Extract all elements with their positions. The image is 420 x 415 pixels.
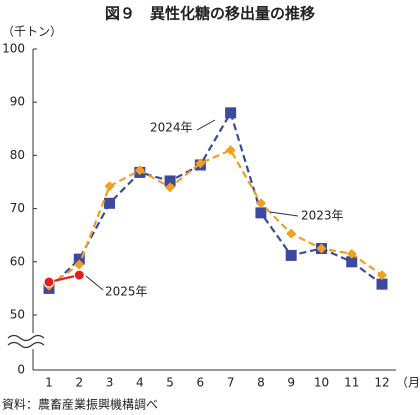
x-tick-label: 4	[136, 376, 144, 390]
marker	[104, 181, 115, 192]
x-axis-label: （月）	[396, 376, 420, 390]
x-tick-label: 10	[314, 376, 329, 390]
label-leader	[196, 119, 216, 131]
marker	[195, 158, 206, 169]
source: 資料：農畜産業振興機構調べ	[2, 397, 158, 412]
y-tick-label: 100	[2, 42, 25, 56]
y-axis-label: （千トン）	[2, 25, 62, 39]
y-tick-label: 60	[10, 254, 25, 268]
marker	[346, 256, 358, 268]
axis-break	[5, 333, 45, 349]
marker	[73, 269, 85, 281]
x-tick-label: 2	[75, 376, 83, 390]
x-tick-label: 8	[257, 376, 265, 390]
marker	[346, 248, 357, 259]
marker	[255, 207, 267, 219]
marker	[286, 228, 297, 239]
x-tick-label: 3	[106, 376, 114, 390]
y-tick-label: 0	[17, 363, 25, 377]
marker	[164, 175, 176, 187]
series-label: 2024年	[150, 121, 193, 135]
marker	[165, 182, 176, 193]
marker	[43, 276, 55, 288]
x-tick-label: 1	[45, 376, 53, 390]
marker	[376, 278, 388, 290]
x-tick-label: 12	[374, 376, 389, 390]
y-tick-label: 50	[10, 308, 25, 322]
y-tick-label: 90	[10, 95, 25, 109]
x-tick-label: 5	[166, 376, 174, 390]
marker	[73, 253, 85, 265]
marker	[225, 145, 236, 156]
chart-title: 図９ 異性化糖の移出量の推移	[105, 5, 315, 23]
marker	[255, 198, 266, 209]
label-leader	[85, 275, 104, 291]
marker	[104, 197, 116, 209]
x-tick-label: 6	[197, 376, 205, 390]
x-tick-label: 11	[344, 376, 359, 390]
x-tick-label: 9	[287, 376, 295, 390]
y-tick-label: 80	[10, 148, 25, 162]
x-tick-label: 7	[227, 376, 235, 390]
series-line	[48, 110, 383, 290]
label-leader	[269, 211, 299, 217]
marker	[74, 259, 85, 270]
series-label: 2025年	[105, 285, 148, 299]
series-label: 2023年	[301, 209, 344, 223]
marker	[225, 107, 237, 119]
marker	[285, 249, 297, 261]
series-line	[48, 148, 383, 287]
marker	[316, 243, 327, 254]
marker	[134, 165, 145, 176]
y-tick-label: 70	[10, 201, 25, 215]
marker	[377, 270, 387, 281]
